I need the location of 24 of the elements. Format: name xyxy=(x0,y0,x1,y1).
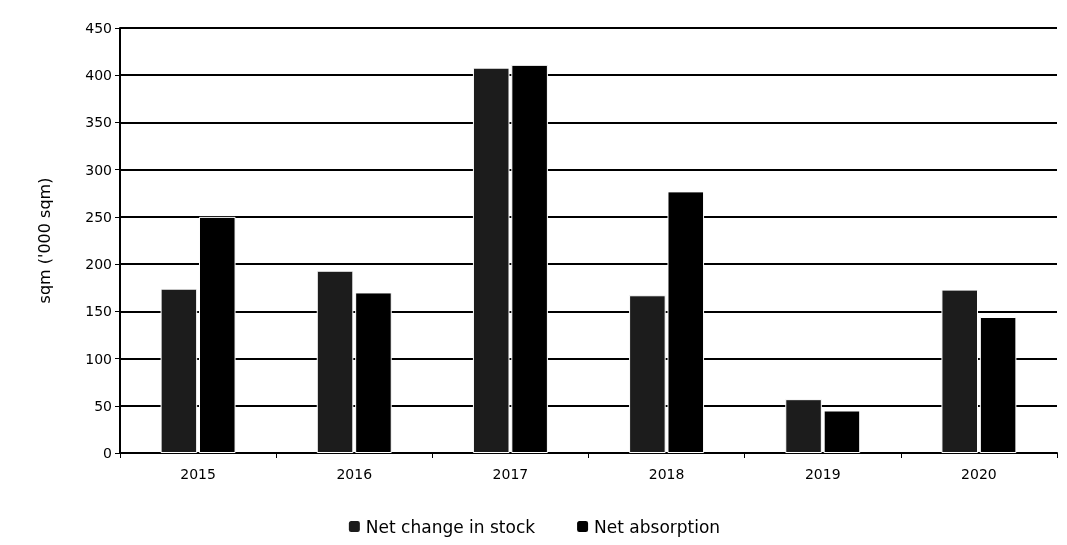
legend-label: Net change in stock xyxy=(365,516,536,537)
x-tick-label: 2018 xyxy=(648,466,685,482)
bar xyxy=(316,270,354,453)
bar xyxy=(823,410,861,453)
y-tick-label: 400 xyxy=(85,67,112,84)
y-tick-label: 450 xyxy=(85,20,112,36)
legend-label: Net absorption xyxy=(594,516,721,537)
x-tick-label: 2019 xyxy=(804,466,841,482)
bar xyxy=(941,289,978,453)
bar xyxy=(785,399,822,453)
y-tick-label: 250 xyxy=(85,208,112,225)
y-tick-label: 200 xyxy=(85,256,112,273)
x-tick-label: 2016 xyxy=(336,466,373,482)
y-tick-label: 150 xyxy=(85,303,112,320)
y-axis-title: sqm ('000 sqm) xyxy=(34,177,54,304)
x-tick-label: 2015 xyxy=(180,466,216,482)
bar xyxy=(160,288,198,453)
y-tick-label: 300 xyxy=(85,161,112,178)
y-tick-label: 350 xyxy=(85,114,112,131)
x-tick-label: 2020 xyxy=(961,466,997,482)
y-tick-label: 50 xyxy=(94,397,112,414)
x-tick-label: 2017 xyxy=(492,466,529,482)
y-tick-label: 100 xyxy=(85,350,112,367)
y-tick-label: 0 xyxy=(103,445,112,461)
